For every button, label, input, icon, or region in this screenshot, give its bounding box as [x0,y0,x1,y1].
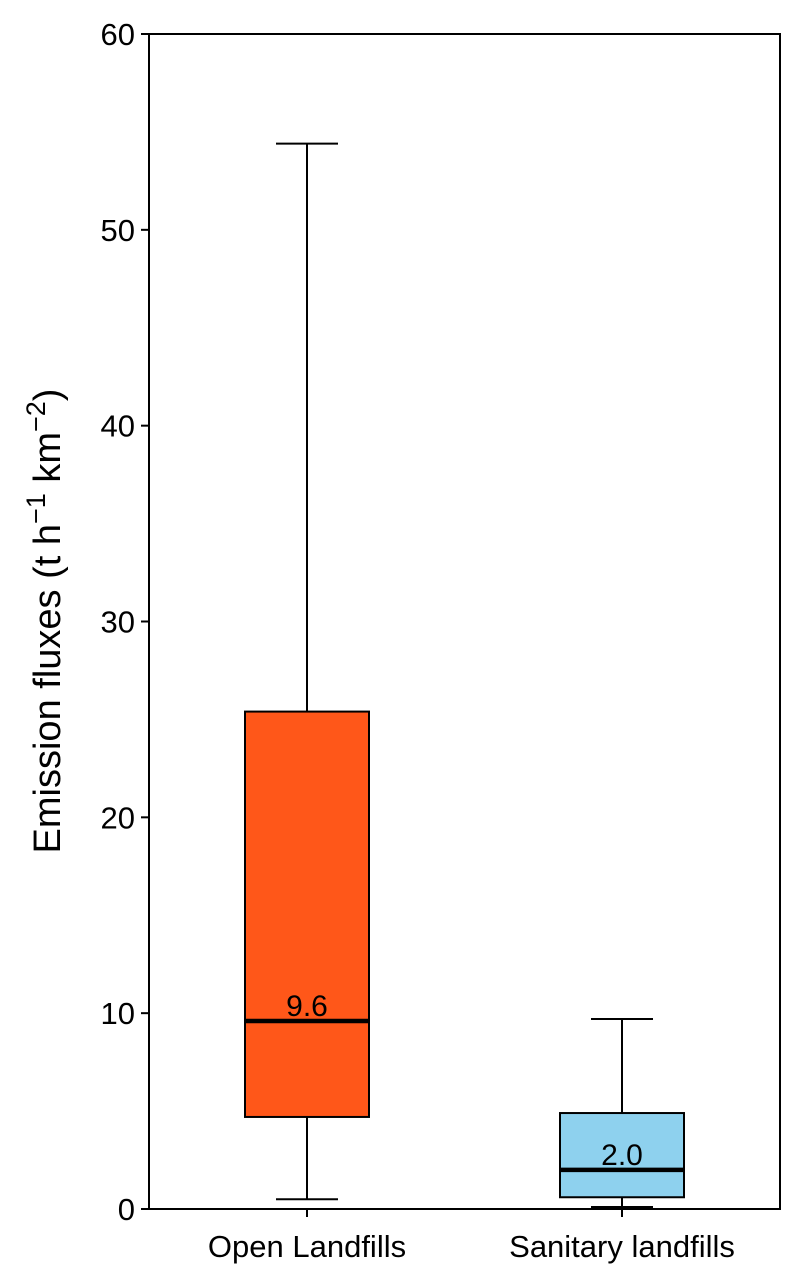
y-tick-label: 60 [101,17,135,52]
y-tick-label: 30 [101,605,135,640]
y-tick-label: 10 [101,996,135,1031]
y-axis-title-suffix: ) [27,389,69,402]
x-axis: Open Landfills Sanitary landfills [208,1209,735,1264]
y-axis-title-exp1: −1 [21,493,51,524]
iqr-box [559,1112,685,1199]
box-sanitary-landfills: 2.0 [559,1018,685,1209]
x-tick-label: Open Landfills [208,1229,406,1264]
x-tick-label: Sanitary landfills [509,1229,735,1264]
plot-frame [148,33,781,1210]
y-axis: 0 10 20 30 40 50 60 [101,17,781,1227]
y-axis-title-exp2: −2 [21,401,51,432]
y-tick-label: 40 [101,409,135,444]
median-label: 2.0 [601,1139,643,1172]
median-label: 9.6 [286,990,328,1023]
y-axis-title-prefix: Emission fluxes (t h [27,524,69,853]
y-axis-title: Emission fluxes (t h−1 km−2) [21,389,69,854]
y-tick-label: 0 [118,1192,135,1227]
y-axis-title-middle: km [27,432,69,493]
iqr-box [244,710,370,1118]
y-tick-label: 50 [101,213,135,248]
plot-area: 9.6 2.0 [244,142,685,1209]
y-tick-label: 20 [101,800,135,835]
box-open-landfills: 9.6 [244,142,370,1201]
